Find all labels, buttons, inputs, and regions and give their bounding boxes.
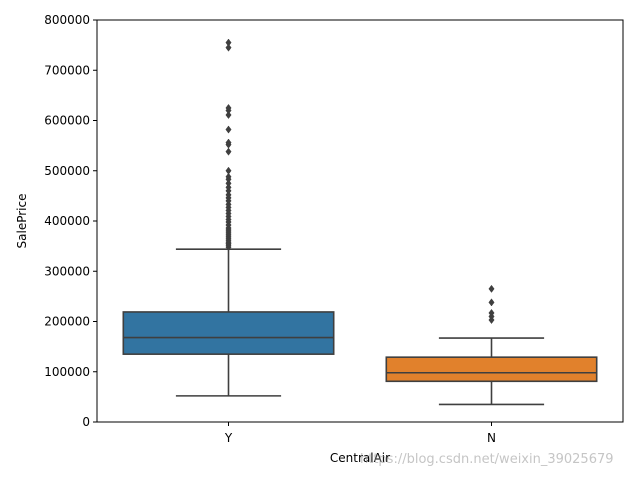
outlier-point	[225, 183, 232, 192]
y-tick-label: 400000	[44, 214, 90, 228]
outlier-point	[225, 125, 232, 134]
outlier-point	[225, 110, 232, 119]
x-tick-label: Y	[224, 431, 233, 445]
box-n	[385, 284, 598, 406]
y-tick-label: 500000	[44, 164, 90, 178]
outlier-point	[225, 138, 232, 147]
y-tick-label: 100000	[44, 365, 90, 379]
box-series	[122, 38, 598, 406]
y-tick-label: 300000	[44, 264, 90, 278]
outlier-point	[488, 298, 495, 307]
y-axis-ticks: 0 100000 200000 300000 400000 500000 600000 700…	[44, 13, 97, 429]
y-axis-label: SalePrice	[15, 194, 29, 249]
outlier-point	[488, 284, 495, 293]
outlier-point	[225, 147, 232, 156]
y-tick-label: 0	[82, 415, 90, 429]
outlier-point	[225, 172, 232, 181]
x-tick-label: N	[487, 431, 496, 445]
outlier-point	[225, 179, 232, 188]
watermark-text: https://blog.csdn.net/weixin_39025679	[360, 452, 614, 467]
outlier-point	[225, 190, 232, 199]
y-tick-label: 800000	[44, 13, 90, 27]
iqr-box	[122, 311, 335, 355]
outlier-point	[225, 38, 232, 47]
plot-frame	[96, 19, 624, 423]
outlier-point	[225, 43, 232, 52]
iqr-box	[385, 356, 598, 383]
box-y	[122, 38, 335, 397]
y-tick-label: 200000	[44, 315, 90, 329]
outlier-point	[488, 308, 495, 317]
outlier-point	[225, 103, 232, 112]
x-axis-label: CentralAir	[330, 451, 390, 465]
outlier-point	[225, 166, 232, 175]
y-tick-label: 700000	[44, 63, 90, 77]
y-tick-label: 600000	[44, 114, 90, 128]
